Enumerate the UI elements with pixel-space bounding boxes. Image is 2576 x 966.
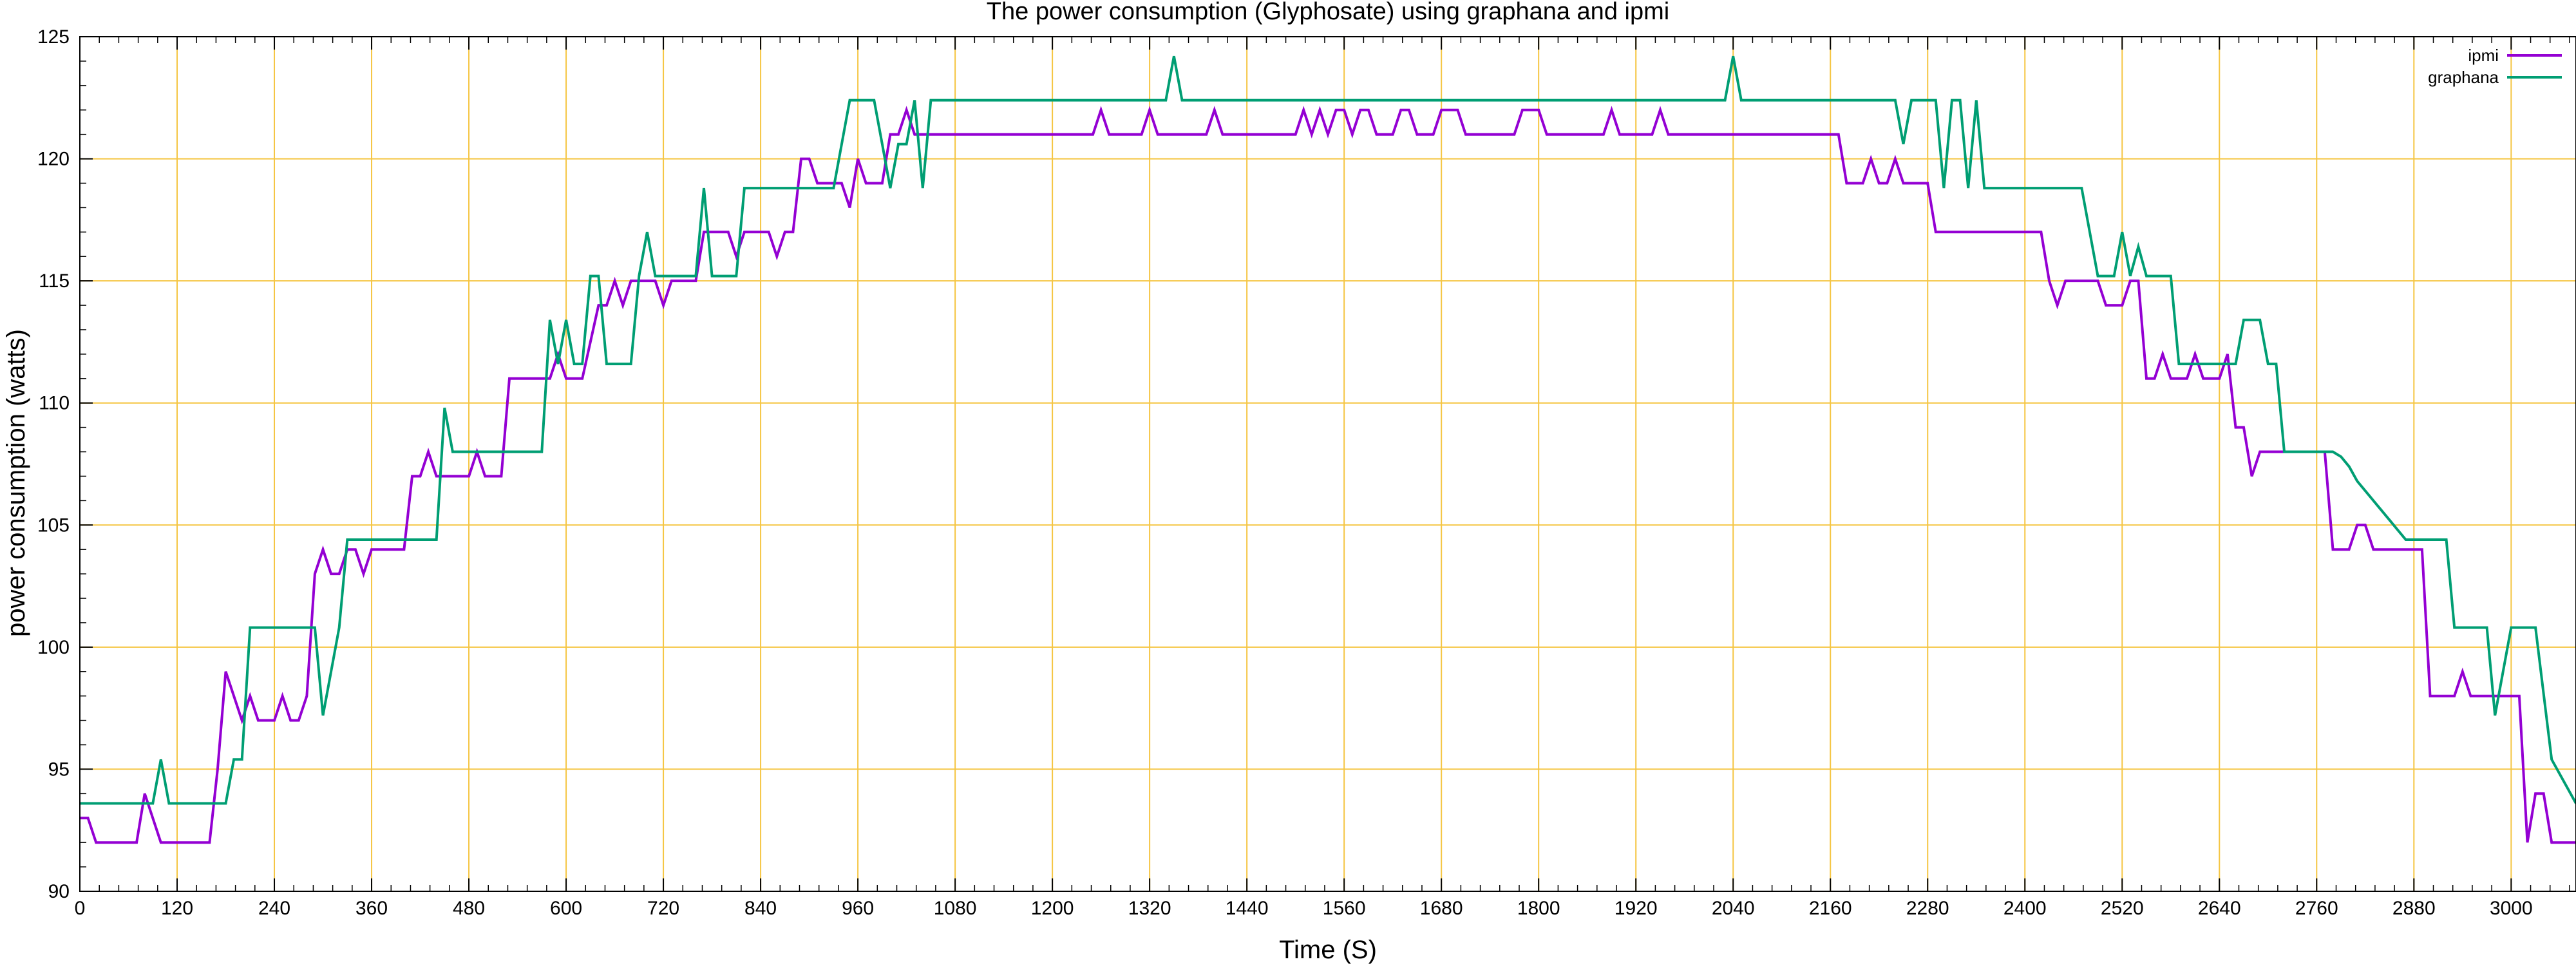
x-tick-label: 1560	[1323, 898, 1366, 919]
y-tick-label: 115	[39, 270, 70, 292]
y-tick-labels: 90 95 100 105 110 115 120 125	[37, 26, 70, 902]
x-tick-label: 600	[550, 898, 582, 919]
series-line-graphana	[80, 55, 2576, 805]
chart-title: The power consumption (Glyphosate) using…	[987, 0, 1669, 25]
x-tick-label: 2880	[2392, 898, 2436, 919]
x-tick-label: 1680	[1420, 898, 1463, 919]
y-tick-label: 100	[37, 637, 70, 658]
x-tick-label: 960	[842, 898, 874, 919]
y-tick-label: 95	[48, 759, 70, 780]
y-tick-label: 120	[37, 149, 70, 170]
x-tick-label: 2640	[2198, 898, 2241, 919]
x-axis-label: Time (S)	[1279, 936, 1377, 964]
x-tick-label: 1440	[1226, 898, 1269, 919]
x-tick-label: 2040	[1712, 898, 1755, 919]
x-tick-label: 120	[161, 898, 193, 919]
legend-label-graphana: graphana	[2428, 68, 2499, 87]
y-tick-label: 110	[39, 393, 70, 414]
x-tick-label: 2520	[2101, 898, 2144, 919]
x-tick-label: 480	[453, 898, 485, 919]
legend: ipmi graphana	[2428, 46, 2562, 87]
x-tick-label: 1200	[1031, 898, 1074, 919]
x-tick-label: 1080	[934, 898, 977, 919]
y-tick-label: 105	[37, 515, 70, 536]
y-tick-label: 90	[48, 881, 70, 902]
x-tick-label: 1920	[1615, 898, 1658, 919]
x-tick-label: 840	[744, 898, 777, 919]
x-tick-label: 360	[355, 898, 388, 919]
grid	[80, 37, 2576, 891]
plot-border	[79, 36, 2576, 892]
x-tick-label: 3000	[2490, 898, 2533, 919]
legend-label-ipmi: ipmi	[2468, 46, 2499, 65]
x-tick-label: 1800	[1517, 898, 1560, 919]
series-lines	[80, 55, 2576, 844]
x-tick-label: 240	[258, 898, 290, 919]
x-tick-label: 2160	[1809, 898, 1852, 919]
x-tick-label: 2400	[2003, 898, 2047, 919]
series-line-ipmi	[80, 106, 2576, 844]
x-tick-label: 0	[75, 898, 86, 919]
x-tick-label: 2760	[2295, 898, 2338, 919]
x-tick-label: 2280	[1906, 898, 1949, 919]
x-tick-label: 720	[647, 898, 679, 919]
x-tick-label: 1320	[1128, 898, 1171, 919]
tick-marks	[79, 36, 2570, 892]
x-tick-labels: 0 120 240 360 480 600 720 840 960 1080 1200 1320 144…	[75, 898, 2533, 919]
y-axis-label: power consumption (watts)	[2, 329, 30, 637]
y-tick-label: 125	[37, 26, 70, 48]
